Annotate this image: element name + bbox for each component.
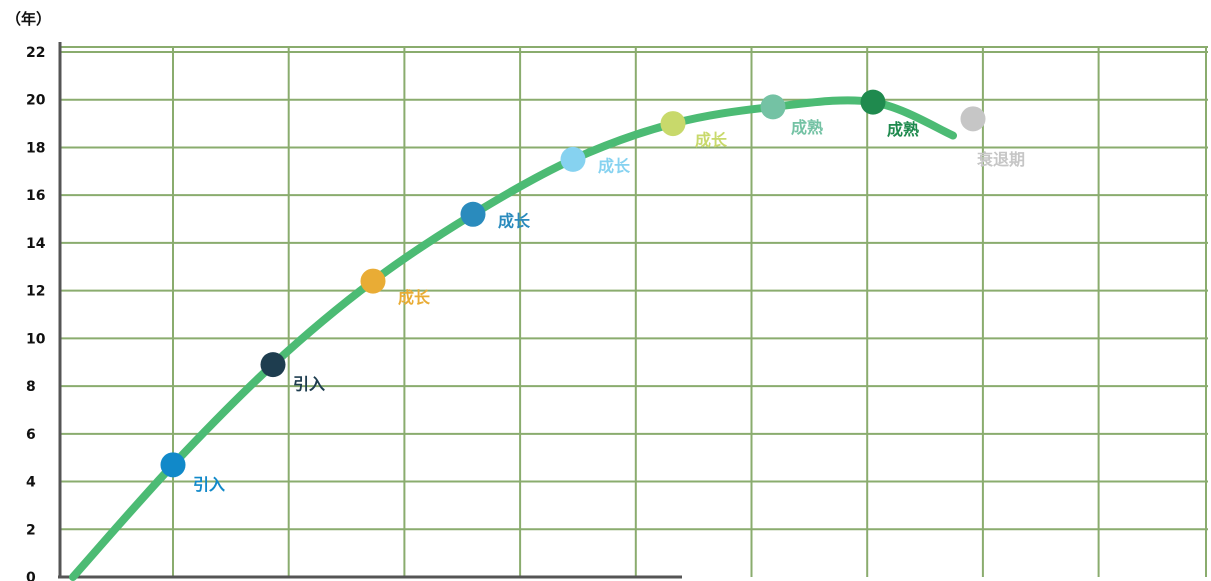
lifecycle-curve bbox=[69, 96, 957, 581]
stage-point bbox=[860, 89, 886, 115]
y-tick-label: 10 bbox=[26, 331, 46, 347]
y-tick-label: 0 bbox=[26, 570, 36, 581]
stage-label: 成熟 bbox=[791, 118, 823, 137]
stage-label: 成长 bbox=[598, 156, 631, 175]
y-tick-label: 2 bbox=[26, 522, 36, 538]
grid bbox=[60, 46, 1208, 577]
stage-point bbox=[660, 111, 686, 137]
stage-point bbox=[960, 106, 986, 132]
stage-point bbox=[460, 201, 486, 227]
stage-label: 成长 bbox=[695, 131, 728, 150]
stage-label: 引入 bbox=[293, 375, 325, 394]
curve-layer bbox=[69, 96, 957, 581]
y-tick-label: 8 bbox=[26, 379, 36, 395]
stage-point bbox=[560, 146, 586, 172]
axes: 0 2 4 6 8 10 12 14 16 18 20 22 bbox=[26, 42, 682, 581]
y-axis-unit-label: （年） bbox=[6, 10, 51, 28]
y-tick-label: 16 bbox=[26, 188, 45, 204]
stage-label: 成熟 bbox=[887, 120, 919, 139]
y-tick-label: 4 bbox=[26, 475, 36, 491]
y-tick-label: 20 bbox=[26, 93, 46, 109]
stage-label: 引入 bbox=[193, 475, 225, 494]
y-tick-label: 18 bbox=[26, 140, 45, 156]
stage-label: 成长 bbox=[398, 288, 431, 307]
stage-point bbox=[260, 352, 286, 378]
stage-point bbox=[160, 452, 186, 478]
stage-label: 成长 bbox=[498, 211, 531, 230]
y-tick-label: 12 bbox=[26, 284, 45, 300]
y-tick-label: 6 bbox=[26, 427, 36, 443]
y-tick-label: 14 bbox=[26, 236, 46, 252]
stage-point bbox=[360, 268, 386, 294]
stage-point bbox=[760, 94, 786, 120]
y-tick-label: 22 bbox=[26, 45, 45, 61]
stage-label: 衰退期 bbox=[976, 150, 1025, 169]
